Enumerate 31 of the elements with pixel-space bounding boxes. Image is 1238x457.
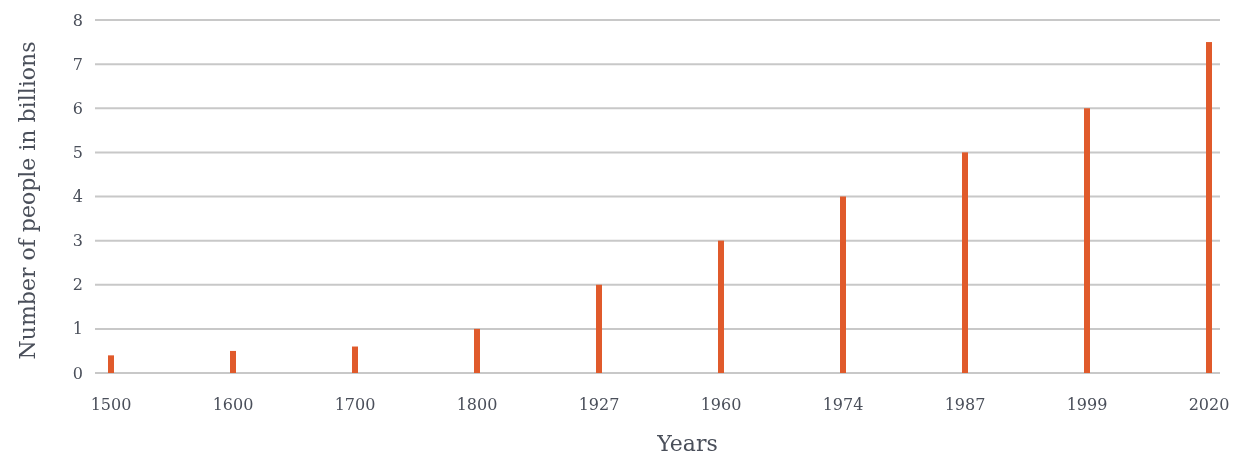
y-tick-label: 5	[72, 142, 83, 162]
x-axis-title: Years	[656, 431, 718, 456]
y-axis-title: Number of people in billions	[15, 41, 40, 360]
x-tick-label: 1500	[90, 395, 132, 414]
x-tick-label: 1960	[700, 395, 742, 414]
x-tick-label: 1987	[944, 395, 986, 414]
bar	[474, 328, 480, 373]
x-tick-label: 1927	[578, 395, 620, 414]
y-tick-label: 7	[72, 54, 83, 74]
y-tick-label: 6	[72, 98, 83, 118]
y-tick-label: 0	[72, 363, 83, 383]
bar	[962, 152, 968, 373]
bar	[108, 355, 114, 373]
x-tick-label: 1999	[1066, 395, 1108, 414]
y-tick-label: 2	[72, 275, 83, 295]
x-tick-label: 1974	[822, 395, 864, 414]
y-tick-label: 3	[72, 231, 83, 251]
x-tick-label: 1700	[334, 395, 376, 414]
bar	[1084, 108, 1090, 373]
bar	[1206, 42, 1212, 373]
y-tick-label: 1	[72, 319, 83, 339]
bar	[352, 346, 358, 373]
y-tick-label: 8	[72, 10, 83, 30]
bar	[718, 240, 724, 373]
y-tick-label: 4	[72, 187, 83, 207]
x-tick-label: 1600	[212, 395, 254, 414]
bar	[840, 196, 846, 373]
bar	[596, 284, 602, 373]
bar	[230, 350, 236, 373]
x-tick-label: 1800	[456, 395, 498, 414]
x-tick-label: 2020	[1188, 395, 1230, 414]
